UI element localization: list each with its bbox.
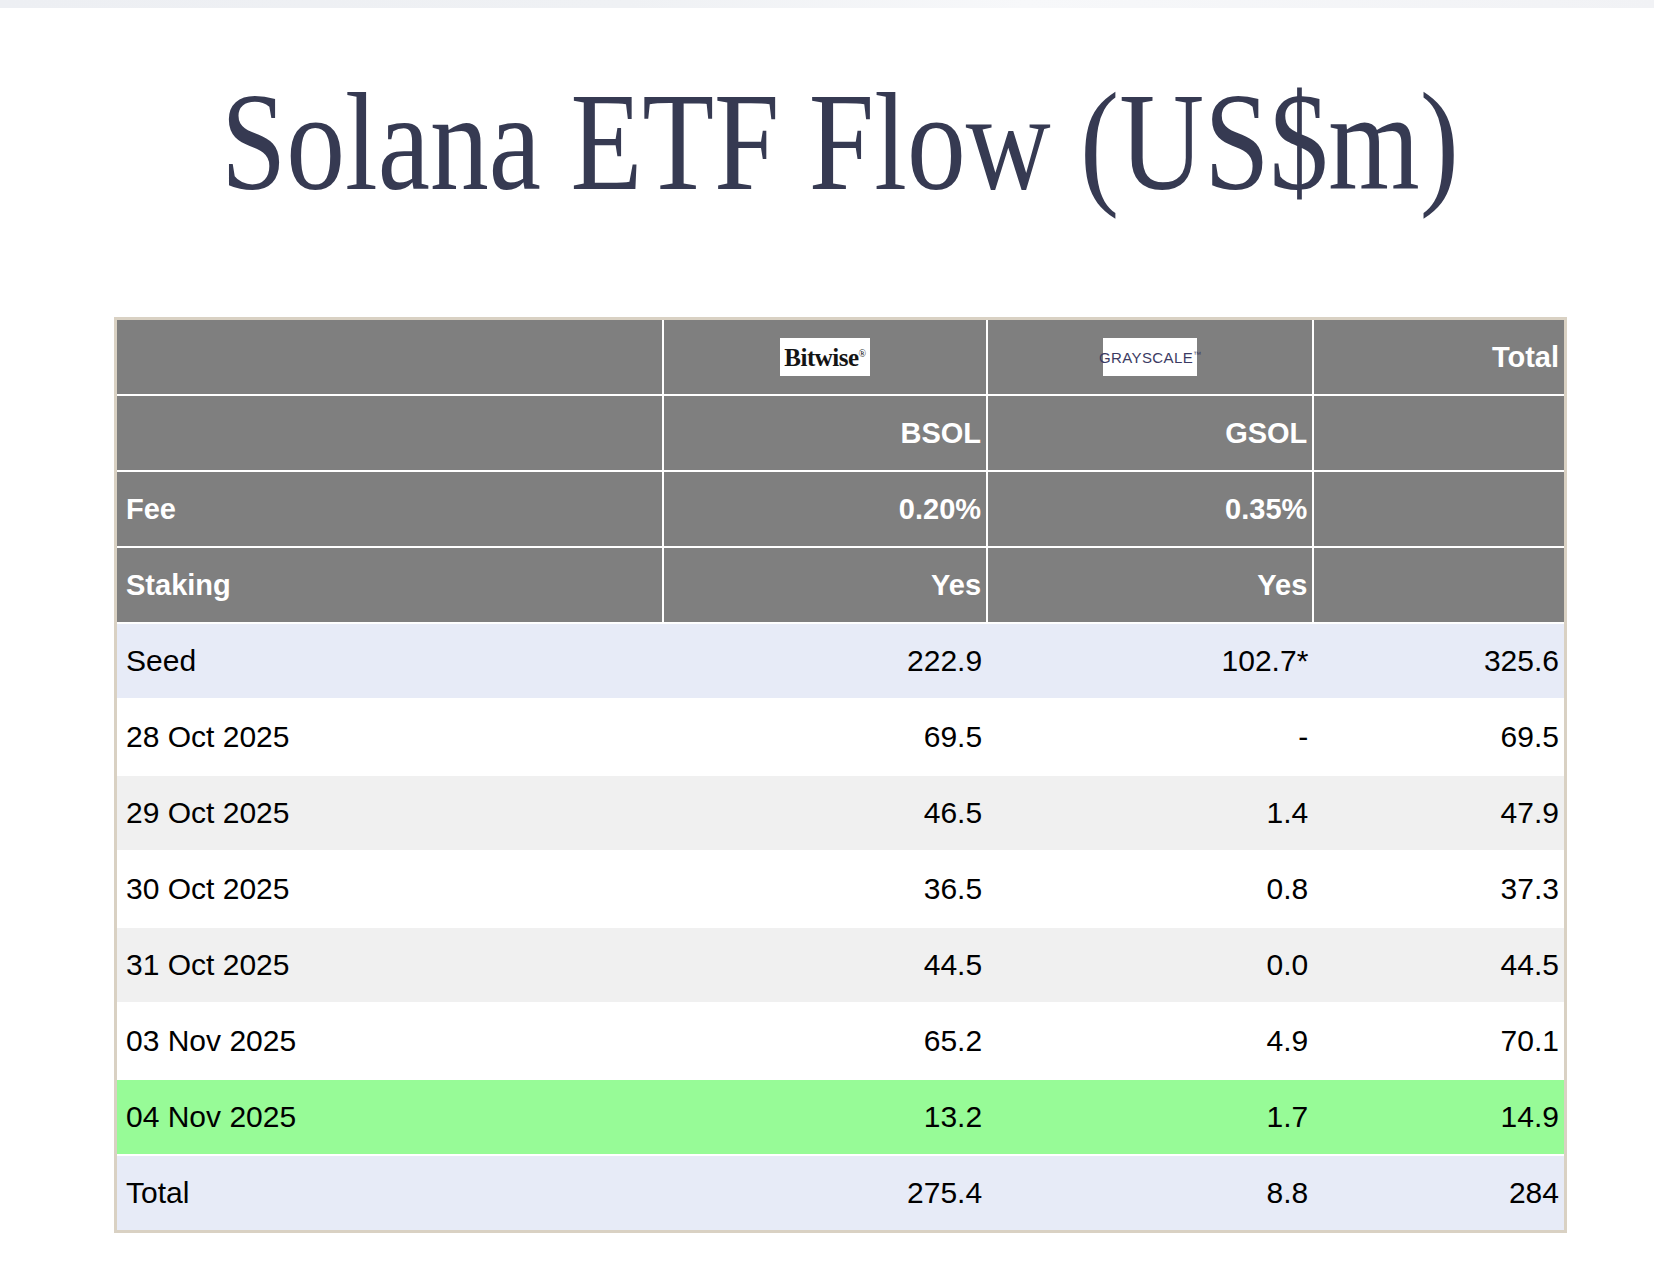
bsol-value-cell: 13.2 <box>663 1079 987 1155</box>
header-row-fee: Fee 0.20% 0.35% <box>116 471 1566 547</box>
staking-gsol: Yes <box>987 547 1313 623</box>
header-empty-cell <box>116 395 663 471</box>
bsol-value-cell: 65.2 <box>663 1003 987 1079</box>
total-column-header: Total <box>1313 319 1565 396</box>
header-empty-cell <box>1313 547 1565 623</box>
table-row: 31 Oct 2025 44.5 0.0 44.5 <box>116 927 1566 1003</box>
row-label-cell: 04 Nov 2025 <box>116 1079 663 1155</box>
table-row: 03 Nov 2025 65.2 4.9 70.1 <box>116 1003 1566 1079</box>
row-label-cell: 31 Oct 2025 <box>116 927 663 1003</box>
grayscale-logo-text: GRAYSCALE <box>1099 349 1193 366</box>
gsol-value-cell: 1.7 <box>987 1079 1313 1155</box>
gsol-ticker: GSOL <box>987 395 1313 471</box>
total-value-cell: 37.3 <box>1313 851 1565 927</box>
total-value-cell: 44.5 <box>1313 927 1565 1003</box>
staking-bsol: Yes <box>663 547 987 623</box>
page-title: Solana ETF Flow (US$m) <box>26 72 1654 212</box>
bitwise-logo-cell: Bitwise® <box>663 319 987 396</box>
table-body: Seed 222.9 102.7* 325.6 28 Oct 2025 69.5… <box>116 623 1566 1232</box>
bsol-value-cell: 275.4 <box>663 1155 987 1232</box>
total-value-cell: 47.9 <box>1313 775 1565 851</box>
row-label-cell: Seed <box>116 623 663 699</box>
trademark-icon: ™ <box>1193 350 1201 359</box>
fee-bsol: 0.20% <box>663 471 987 547</box>
header-empty-cell <box>1313 471 1565 547</box>
grayscale-logo: GRAYSCALE™ <box>1103 338 1197 376</box>
row-label-cell: 29 Oct 2025 <box>116 775 663 851</box>
bitwise-logo-text: Bitwise <box>784 344 858 371</box>
gsol-value-cell: 0.0 <box>987 927 1313 1003</box>
row-label-cell: 30 Oct 2025 <box>116 851 663 927</box>
table-row: 04 Nov 2025 13.2 1.7 14.9 <box>116 1079 1566 1155</box>
total-value-cell: 70.1 <box>1313 1003 1565 1079</box>
total-value-cell: 14.9 <box>1313 1079 1565 1155</box>
bsol-value-cell: 36.5 <box>663 851 987 927</box>
etf-flow-table: Bitwise® GRAYSCALE™ Total BSOL GSOL Fee … <box>114 317 1567 1233</box>
gsol-value-cell: 4.9 <box>987 1003 1313 1079</box>
total-value-cell: 69.5 <box>1313 699 1565 775</box>
header-row-tickers: BSOL GSOL <box>116 395 1566 471</box>
gsol-value-cell: 8.8 <box>987 1155 1313 1232</box>
bitwise-logo: Bitwise® <box>780 338 870 376</box>
total-value-cell: 325.6 <box>1313 623 1565 699</box>
registered-mark-icon: ® <box>859 347 866 358</box>
header-empty-cell <box>116 319 663 396</box>
gsol-value-cell: - <box>987 699 1313 775</box>
bsol-value-cell: 44.5 <box>663 927 987 1003</box>
table-row: 29 Oct 2025 46.5 1.4 47.9 <box>116 775 1566 851</box>
fee-label: Fee <box>116 471 663 547</box>
page-title-text: Solana ETF Flow (US$m) <box>221 72 1459 212</box>
bsol-value-cell: 69.5 <box>663 699 987 775</box>
header-row-logos: Bitwise® GRAYSCALE™ Total <box>116 319 1566 396</box>
staking-label: Staking <box>116 547 663 623</box>
bsol-value-cell: 46.5 <box>663 775 987 851</box>
bsol-ticker: BSOL <box>663 395 987 471</box>
table-row: 30 Oct 2025 36.5 0.8 37.3 <box>116 851 1566 927</box>
grayscale-logo-cell: GRAYSCALE™ <box>987 319 1313 396</box>
gsol-value-cell: 1.4 <box>987 775 1313 851</box>
bsol-value-cell: 222.9 <box>663 623 987 699</box>
row-label-cell: 03 Nov 2025 <box>116 1003 663 1079</box>
gsol-value-cell: 102.7* <box>987 623 1313 699</box>
table-row: Total 275.4 8.8 284 <box>116 1155 1566 1232</box>
window-top-edge <box>0 0 1654 8</box>
total-value-cell: 284 <box>1313 1155 1565 1232</box>
header-row-staking: Staking Yes Yes <box>116 547 1566 623</box>
header-empty-cell <box>1313 395 1565 471</box>
table-row: Seed 222.9 102.7* 325.6 <box>116 623 1566 699</box>
table-row: 28 Oct 2025 69.5 - 69.5 <box>116 699 1566 775</box>
gsol-value-cell: 0.8 <box>987 851 1313 927</box>
fee-gsol: 0.35% <box>987 471 1313 547</box>
row-label-cell: Total <box>116 1155 663 1232</box>
row-label-cell: 28 Oct 2025 <box>116 699 663 775</box>
